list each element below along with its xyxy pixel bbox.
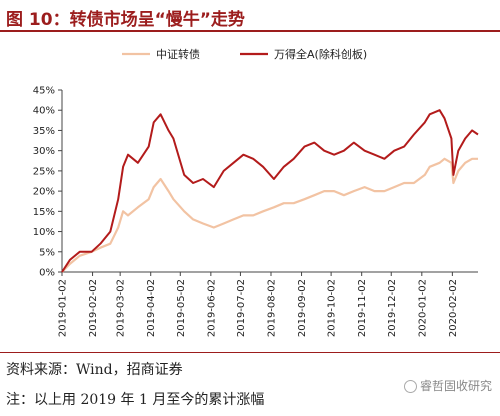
wechat-icon <box>403 380 417 393</box>
x-tick-label: 2019-03-02 <box>116 279 127 337</box>
y-tick-label: 30% <box>33 146 55 157</box>
y-tick-label: 20% <box>33 187 55 198</box>
figure-title: 图 10：转债市场呈“慢牛”走势 <box>6 10 245 30</box>
note-text: 注：以上用 2019 年 1 月至今的累计涨幅 <box>6 392 265 408</box>
x-tick-label: 2019-01-02 <box>58 279 69 337</box>
title-rule <box>0 30 500 32</box>
y-tick-label: 5% <box>39 247 55 258</box>
x-tick-label: 2020-02-02 <box>448 279 459 337</box>
x-tick-label: 2019-08-02 <box>266 279 277 337</box>
x-tick-label: 2019-10-02 <box>327 279 338 337</box>
x-tick-label: 2019-12-02 <box>387 279 398 337</box>
series-line <box>61 109 479 273</box>
x-tick-label: 2019-04-02 <box>146 279 157 337</box>
y-tick-label: 35% <box>33 126 55 137</box>
title-bar: 图 10：转债市场呈“慢牛”走势 <box>0 0 500 34</box>
bottom-rule <box>0 352 500 353</box>
x-tick-label: 2019-02-02 <box>88 279 99 337</box>
x-tick-label: 2019-05-02 <box>176 279 187 337</box>
x-tick-label: 2019-09-02 <box>297 279 308 337</box>
y-tick-label: 40% <box>33 106 55 117</box>
watermark-text: 睿哲固收研究 <box>419 379 492 393</box>
watermark: 睿哲固收研究 <box>403 377 492 394</box>
source-text: 资料来源：Wind，招商证券 <box>6 362 183 378</box>
line-chart: 0% 5% 10% 15% 20% 25% 30% 35% 40% 45% 2019-01-02 20… <box>33 47 479 337</box>
x-tick-label: 2019-06-02 <box>206 279 217 337</box>
y-tick-label: 0% <box>39 268 55 279</box>
series-line <box>61 157 478 273</box>
y-tick-label: 15% <box>33 207 55 218</box>
x-tick-label: 2019-11-02 <box>357 279 368 337</box>
y-tick-label: 25% <box>33 166 55 177</box>
x-tick-label: 2019-07-02 <box>236 279 247 337</box>
legend-label: 万得全A(除科创板) <box>274 47 367 61</box>
y-tick-label: 45% <box>33 86 55 97</box>
legend-label: 中证转债 <box>156 47 200 61</box>
y-tick-label: 10% <box>33 227 55 238</box>
x-tick-label: 2020-01-02 <box>417 279 428 337</box>
